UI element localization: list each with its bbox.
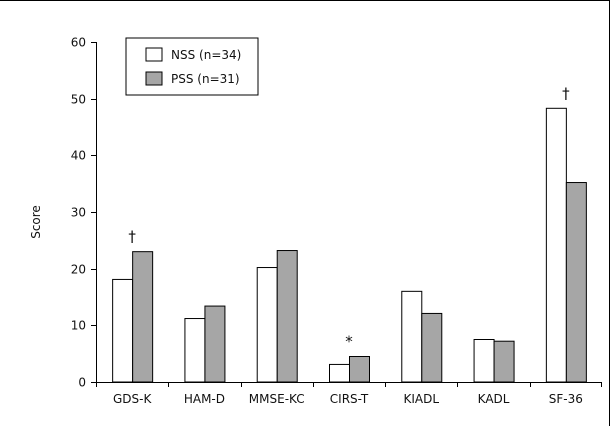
- legend-swatch-pss: [145, 71, 163, 86]
- annotations: † * †: [128, 84, 570, 350]
- bar-pss: [493, 340, 515, 383]
- significance-marker: *: [345, 333, 353, 351]
- bar-pss: [349, 356, 370, 383]
- x-tick-label: GDS-K: [113, 392, 152, 406]
- bar-nss: [184, 318, 206, 383]
- bar-pss: [421, 312, 443, 383]
- x-tick-label: KADL: [478, 392, 510, 406]
- bar-nss: [329, 363, 350, 383]
- y-axis-label: Score: [29, 205, 43, 239]
- y-tick-label: 10: [71, 319, 86, 333]
- legend-box: [125, 37, 259, 96]
- legend-swatch-nss: [145, 47, 163, 62]
- bar-pss: [565, 182, 587, 383]
- y-tick-label: 60: [71, 36, 86, 50]
- bars: [112, 107, 587, 383]
- y-tick-label: 30: [71, 206, 86, 220]
- bar-nss: [473, 339, 495, 383]
- bar-nss: [545, 107, 567, 383]
- bar-nss: [401, 290, 423, 383]
- significance-marker: †: [128, 228, 136, 246]
- x-tick-label: CIRS-T: [330, 392, 369, 406]
- bar-nss: [112, 278, 134, 383]
- x-tick-label: KIADL: [404, 392, 440, 406]
- bar-nss: [256, 267, 278, 383]
- bar-pss: [204, 305, 226, 383]
- x-tick-label: MMSE-KC: [249, 392, 305, 406]
- bar-pss: [132, 251, 154, 383]
- y-tick-label: 40: [71, 149, 86, 163]
- bar-pss: [276, 250, 298, 383]
- legend-label-nss: NSS (n=34): [171, 48, 241, 62]
- y-tick-label: 20: [71, 263, 86, 277]
- significance-marker: †: [562, 84, 570, 102]
- y-tick-label: 0: [78, 376, 86, 390]
- y-axis: 0 10 20 30 40 50 60: [71, 36, 97, 390]
- legend-label-pss: PSS (n=31): [171, 72, 240, 86]
- legend: NSS (n=34) PSS (n=31): [125, 37, 259, 96]
- y-tick-label: 50: [71, 93, 86, 107]
- x-tick-label: HAM-D: [184, 392, 225, 406]
- x-tick-label: SF-36: [549, 392, 583, 406]
- x-axis: GDS-K HAM-D MMSE-KC CIRS-T KIADL KADL SF-36: [96, 382, 602, 406]
